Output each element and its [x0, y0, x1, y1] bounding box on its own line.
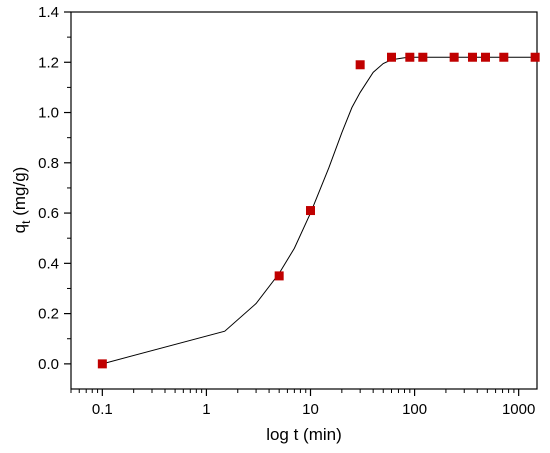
- x-tick-label: 100: [402, 401, 427, 418]
- y-axis-title-subscript: t: [19, 220, 33, 224]
- data-point: [530, 52, 540, 62]
- y-tick-label: 1.4: [38, 4, 59, 21]
- data-point: [274, 271, 284, 281]
- y-tick-label: 0.8: [38, 155, 59, 172]
- plot-frame: [70, 11, 538, 390]
- data-point: [405, 52, 415, 62]
- data-point: [467, 52, 477, 62]
- fit-line-layer: [102, 56, 537, 365]
- fit-line: [102, 56, 537, 365]
- x-tick-label: 1000: [502, 401, 535, 418]
- y-axis-title: qt (mg/g): [10, 167, 33, 234]
- y-tick-label: 0.4: [38, 255, 59, 272]
- y-tick-label: 1.0: [38, 105, 59, 122]
- data-points-layer: [97, 52, 540, 369]
- x-axis-ticks: 0.1 1 10 100 1000: [70, 389, 535, 418]
- data-point: [97, 359, 107, 369]
- x-tick-label: 1: [202, 401, 210, 418]
- data-point: [480, 52, 490, 62]
- y-tick-label: 1.2: [38, 54, 59, 71]
- data-point: [418, 52, 428, 62]
- y-tick-label: 0.6: [38, 205, 59, 222]
- y-tick-label: 0.0: [38, 356, 59, 373]
- x-tick-label: 0.1: [92, 401, 113, 418]
- y-axis-title-main: q: [10, 224, 29, 233]
- data-point: [306, 206, 315, 216]
- data-point: [449, 52, 459, 62]
- y-axis-title-unit: (mg/g): [10, 167, 29, 221]
- data-point: [355, 60, 365, 70]
- x-axis-title: log t (min): [266, 425, 342, 444]
- y-axis-ticks: 0.0 0.2 0.4 0.6 0.8 1.0 1.2 1.4: [38, 4, 71, 373]
- data-point: [499, 52, 509, 62]
- data-point: [387, 52, 396, 62]
- y-tick-label: 0.2: [38, 306, 59, 323]
- x-tick-label: 10: [302, 401, 319, 418]
